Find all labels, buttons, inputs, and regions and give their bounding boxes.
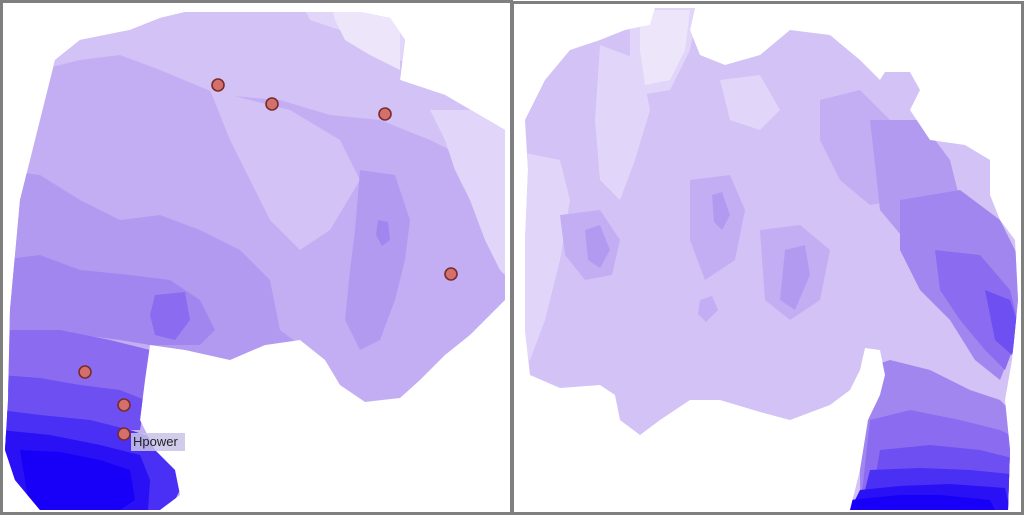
contour-level-11	[20, 450, 135, 510]
map-marker[interactable]	[444, 267, 458, 281]
contour-level-4b	[345, 170, 410, 350]
map-marker[interactable]	[378, 107, 392, 121]
contour-level-0	[640, 10, 690, 85]
contour-level-2b	[210, 90, 360, 250]
left-heatmap: Hpower	[5, 12, 505, 510]
map-marker[interactable]	[265, 97, 279, 111]
map-marker[interactable]	[78, 365, 92, 379]
contour-level-7	[985, 290, 1018, 355]
marker-label-bg	[131, 433, 185, 451]
contour-level-6b	[376, 220, 390, 246]
right-map-panel	[511, 1, 1024, 515]
map-marker[interactable]	[117, 398, 131, 412]
marker-layer: Hpower	[78, 78, 458, 451]
map-marker[interactable]	[211, 78, 225, 92]
contour-level-4c	[780, 245, 810, 310]
contour-level-11	[850, 495, 995, 510]
contour-level-1	[525, 150, 570, 380]
contour-level-6	[150, 292, 190, 340]
marker-label: Hpower	[133, 434, 178, 449]
right-heatmap	[525, 8, 1018, 510]
contour-level-1d	[720, 75, 780, 130]
contour-level-0	[330, 12, 400, 70]
contour-level-3b	[690, 175, 745, 280]
left-map-panel: Hpower	[0, 0, 513, 515]
contour-level-4d	[698, 296, 718, 322]
map-marker[interactable]	[117, 427, 131, 441]
contour-level-1b	[430, 110, 505, 290]
contour-level-1c	[595, 45, 650, 200]
contour-level-4	[585, 225, 610, 268]
contour-level-4b	[712, 192, 730, 230]
